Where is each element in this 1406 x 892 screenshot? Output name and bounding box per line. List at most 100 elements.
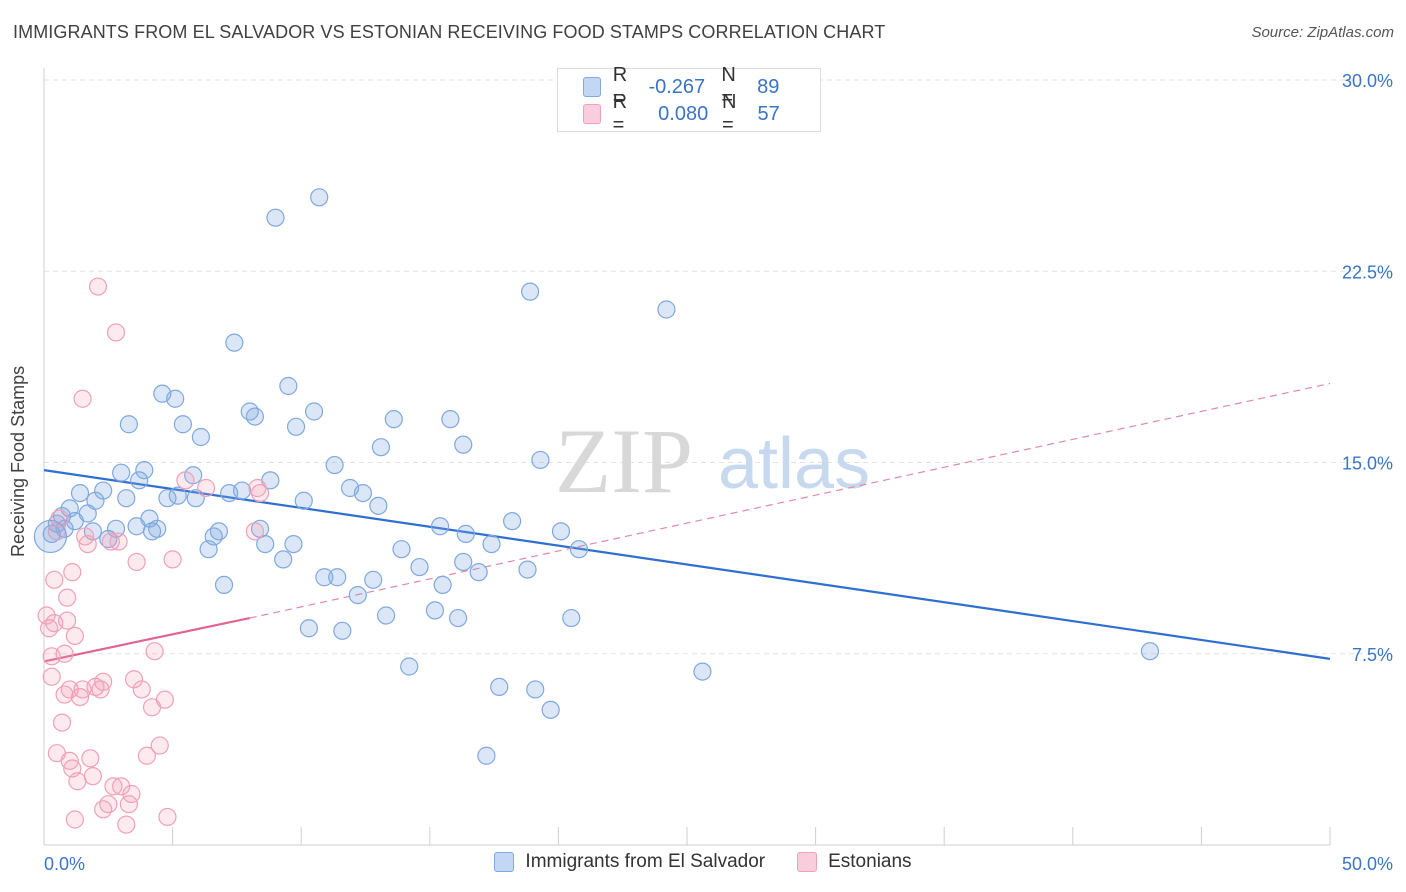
point-el-salvador (531, 450, 550, 470)
point-estonians (99, 795, 118, 814)
point-estonians (52, 713, 72, 732)
y-tick-label: 22.5% (1342, 262, 1393, 282)
point-estonians (63, 563, 82, 582)
point-estonians (104, 777, 123, 796)
point-el-salvador (304, 402, 324, 421)
point-estonians (65, 626, 84, 646)
point-el-salvador (1140, 642, 1160, 661)
point-el-salvador (384, 410, 403, 429)
point-el-salvador (166, 389, 185, 408)
legend-r-value-blue: -0.267 (648, 75, 706, 98)
point-el-salvador (130, 471, 149, 490)
point-estonians (248, 478, 267, 498)
point-el-salvador (477, 746, 496, 765)
legend-row-pink: R = 0.080 N = 57 (583, 91, 820, 136)
y-tick-label: 30.0% (1342, 71, 1393, 91)
point-estonians (245, 522, 265, 541)
point-el-salvador (94, 481, 113, 500)
series-legend-pink[interactable]: Estonians (797, 851, 912, 873)
series-label-blue: Immigrants from El Salvador (525, 851, 766, 872)
y-tick-label: 7.5% (1352, 645, 1393, 665)
point-estonians (55, 644, 74, 663)
point-el-salvador (425, 601, 445, 620)
tick-labels: 7.5% 15.0% 22.5% 30.0% 0.0% 50.0% (44, 71, 1393, 874)
point-el-salvador (274, 550, 293, 569)
legend-r-label: R = (612, 91, 628, 136)
point-el-salvador (541, 700, 560, 719)
trend-line-estonians (43, 616, 250, 663)
point-el-salvador (119, 415, 138, 434)
series-swatch-blue (494, 852, 515, 872)
point-estonians (132, 680, 151, 699)
point-el-salvador (469, 563, 488, 582)
watermark-zip: ZIP (555, 410, 693, 512)
point-estonians (127, 552, 146, 572)
point-el-salvador (657, 300, 676, 319)
source-label: Source: ZipAtlas.com (1251, 24, 1394, 41)
point-el-salvador (454, 435, 473, 454)
point-el-salvador (232, 481, 252, 500)
point-el-salvador (191, 427, 210, 447)
point-el-salvador (325, 455, 344, 475)
point-el-salvador (569, 540, 589, 559)
point-estonians (122, 784, 141, 804)
point-el-salvador (410, 557, 429, 577)
grid-lines (44, 79, 1393, 655)
point-estonians (145, 642, 164, 661)
point-el-salvador (376, 606, 396, 625)
point-estonians (196, 478, 216, 498)
legend-n-label: N = (721, 64, 736, 109)
legend-row-blue: R = -0.267 N = 89 (583, 64, 820, 109)
trend-line-estonians-extension (249, 382, 1331, 619)
point-el-salvador (562, 608, 581, 628)
point-el-salvador (310, 188, 329, 207)
point-estonians (45, 570, 64, 589)
series-swatch-pink (797, 852, 818, 872)
legend-n-value-pink: 57 (757, 102, 780, 125)
point-estonians (65, 810, 84, 829)
point-el-salvador (521, 282, 540, 301)
point-estonians (94, 800, 113, 819)
point-el-salvador (430, 517, 450, 536)
point-el-salvador (173, 415, 192, 434)
point-el-salvador (245, 407, 265, 426)
y-tick-label: 15.0% (1342, 454, 1393, 474)
point-el-salvador (117, 489, 136, 508)
chart-title: IMMIGRANTS FROM EL SALVADOR VS ESTONIAN … (13, 22, 886, 42)
point-estonians (158, 807, 177, 827)
point-estonians (112, 777, 131, 796)
point-estonians (137, 746, 156, 765)
point-el-salvador (284, 534, 303, 554)
point-el-salvador (454, 552, 473, 572)
point-el-salvador (214, 575, 234, 595)
point-el-salvador (448, 608, 468, 628)
point-el-salvador (400, 657, 419, 676)
point-estonians (40, 619, 59, 638)
point-el-salvador (482, 534, 501, 554)
point-el-salvador (551, 522, 571, 541)
point-estonians (109, 532, 128, 551)
series-legend: Immigrants from El Salvador Estonians (0, 851, 1406, 873)
x-tick-label: 50.0% (1342, 854, 1393, 874)
point-el-salvador (299, 619, 319, 638)
point-estonians (163, 550, 182, 569)
series-label-pink: Estonians (828, 851, 912, 872)
legend-swatch-blue (583, 77, 601, 97)
watermark-atlas: atlas (718, 424, 870, 504)
series-legend-blue[interactable]: Immigrants from El Salvador (494, 851, 765, 873)
point-el-salvador (328, 568, 347, 587)
point-el-salvador (315, 568, 334, 587)
data-points (33, 188, 1160, 834)
point-el-salvador (135, 461, 154, 480)
point-estonians (250, 484, 270, 503)
point-estonians (106, 323, 126, 342)
point-el-salvador (294, 491, 313, 510)
point-el-salvador (348, 585, 367, 605)
point-estonians (81, 749, 100, 768)
point-el-salvador (209, 522, 228, 541)
point-estonians (117, 815, 136, 834)
axes (43, 68, 1331, 846)
point-estonians (124, 670, 144, 689)
point-el-salvador (142, 522, 162, 541)
